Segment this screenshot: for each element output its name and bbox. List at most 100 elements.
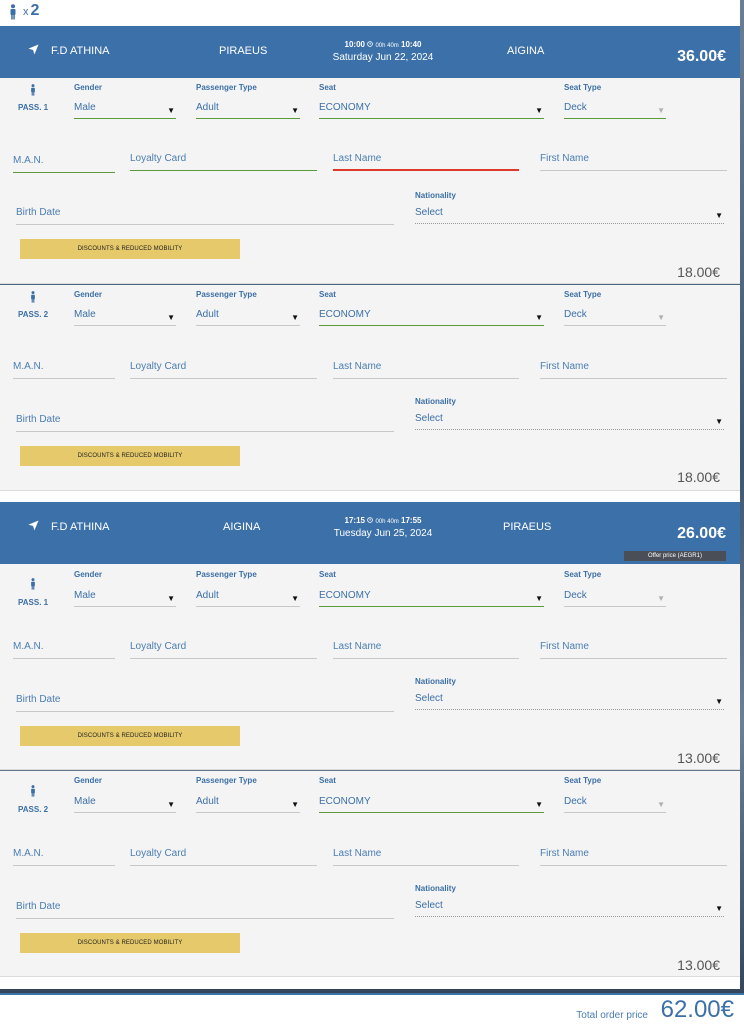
passenger-summary-bar: x 2: [0, 0, 740, 26]
caret-down-icon: ▼: [167, 800, 175, 809]
seat-label: Seat: [319, 570, 336, 579]
gender-value: Male: [74, 102, 96, 113]
nationality-value: Select: [415, 693, 443, 704]
caret-down-icon: ▼: [291, 106, 299, 115]
seat-type-select[interactable]: Deck ▼: [564, 587, 666, 607]
nationality-select[interactable]: Select ▼: [415, 204, 724, 224]
birth-date-placeholder: Birth Date: [16, 694, 61, 705]
seat-type-label: Seat Type: [564, 776, 602, 785]
discounts-button[interactable]: DISCOUNTS & REDUCED MOBILITY: [20, 239, 240, 259]
passenger-price: 18.00€: [677, 469, 720, 485]
caret-down-icon: ▼: [535, 106, 543, 115]
departure-time: 17:15: [344, 516, 365, 525]
caret-down-icon: ▼: [167, 313, 175, 322]
discounts-button[interactable]: DISCOUNTS & REDUCED MOBILITY: [20, 446, 240, 466]
passenger-type-select[interactable]: Adult ▼: [196, 99, 300, 119]
seat-type-select[interactable]: Deck ▼: [564, 99, 666, 119]
man-placeholder: M.A.N.: [13, 641, 44, 652]
passenger-label: PASS. 2: [18, 310, 49, 319]
trip-price: 26.00€: [677, 525, 726, 542]
caret-down-icon: ▼: [715, 904, 723, 913]
trip-times: 17:15 00h 40m 17:55: [320, 516, 446, 525]
discounts-button[interactable]: DISCOUNTS & REDUCED MOBILITY: [20, 726, 240, 746]
first-name-input[interactable]: First Name: [540, 639, 727, 659]
person-icon: [10, 4, 16, 20]
caret-down-icon: ▼: [535, 594, 543, 603]
nationality-select[interactable]: Select ▼: [415, 410, 724, 430]
last-name-input[interactable]: Last Name: [333, 639, 519, 659]
caret-down-icon: ▼: [291, 594, 299, 603]
passenger-type-label: Passenger Type: [196, 290, 257, 299]
trip-separator: [0, 977, 740, 989]
loyalty-card-placeholder: Loyalty Card: [130, 641, 187, 652]
seat-label: Seat: [319, 290, 336, 299]
first-name-input[interactable]: First Name: [540, 359, 727, 379]
gender-select[interactable]: Male ▼: [74, 793, 176, 813]
gender-select[interactable]: Male ▼: [74, 587, 176, 607]
loyalty-card-placeholder: Loyalty Card: [130, 153, 187, 164]
first-name-input[interactable]: First Name: [540, 846, 727, 866]
gender-label: Gender: [74, 83, 103, 92]
birth-date-input[interactable]: Birth Date: [16, 412, 394, 432]
trip-times: 10:00 00h 40m 10:40: [320, 40, 446, 49]
seat-value: ECONOMY: [319, 590, 371, 601]
person-icon: [31, 84, 35, 96]
birth-date-input[interactable]: Birth Date: [16, 205, 394, 225]
man-input[interactable]: M.A.N.: [13, 846, 115, 866]
seat-select[interactable]: ECONOMY ▼: [319, 306, 544, 326]
caret-down-icon: ▼: [715, 211, 723, 220]
gender-select[interactable]: Male ▼: [74, 306, 176, 326]
loyalty-card-placeholder: Loyalty Card: [130, 361, 187, 372]
birth-date-input[interactable]: Birth Date: [16, 692, 394, 712]
passenger-type-select[interactable]: Adult ▼: [196, 306, 300, 326]
nationality-label: Nationality: [415, 397, 456, 406]
seat-select[interactable]: ECONOMY ▼: [319, 99, 544, 119]
caret-down-icon: ▼: [715, 417, 723, 426]
nationality-value: Select: [415, 207, 443, 218]
last-name-input[interactable]: Last Name: [333, 359, 519, 379]
caret-down-icon: ▼: [167, 106, 175, 115]
caret-down-icon: ▼: [535, 313, 543, 322]
caret-down-icon: ▼: [291, 313, 299, 322]
nationality-label: Nationality: [415, 677, 456, 686]
discounts-button[interactable]: DISCOUNTS & REDUCED MOBILITY: [20, 933, 240, 953]
first-name-input[interactable]: First Name: [540, 151, 727, 171]
loyalty-card-input[interactable]: Loyalty Card: [130, 639, 317, 659]
loyalty-card-input[interactable]: Loyalty Card: [130, 359, 317, 379]
man-input[interactable]: M.A.N.: [13, 359, 115, 379]
birth-date-input[interactable]: Birth Date: [16, 899, 394, 919]
last-name-input[interactable]: Last Name: [333, 846, 519, 866]
arrival-port: PIRAEUS: [503, 521, 552, 533]
last-name-placeholder: Last Name: [333, 641, 382, 652]
passenger-type-select[interactable]: Adult ▼: [196, 793, 300, 813]
passenger-price: 18.00€: [677, 264, 720, 280]
man-placeholder: M.A.N.: [13, 155, 44, 166]
trip-separator: [0, 491, 740, 502]
nationality-select[interactable]: Select ▼: [415, 897, 724, 917]
last-name-input[interactable]: Last Name: [333, 151, 519, 171]
person-icon: [31, 291, 35, 303]
passenger-type-select[interactable]: Adult ▼: [196, 587, 300, 607]
caret-down-icon: ▼: [715, 697, 723, 706]
nationality-label: Nationality: [415, 191, 456, 200]
gender-select[interactable]: Male ▼: [74, 99, 176, 119]
caret-down-icon: ▼: [167, 594, 175, 603]
gender-label: Gender: [74, 570, 103, 579]
passenger-count-value: 2: [30, 2, 40, 19]
passenger-form: PASS. 1 Gender Male ▼ Passenger Type Adu…: [0, 78, 740, 284]
nationality-select[interactable]: Select ▼: [415, 690, 724, 710]
man-input[interactable]: M.A.N.: [13, 639, 115, 659]
seat-select[interactable]: ECONOMY ▼: [319, 793, 544, 813]
last-name-placeholder: Last Name: [333, 361, 382, 372]
seat-type-select[interactable]: Deck ▼: [564, 306, 666, 326]
seat-select[interactable]: ECONOMY ▼: [319, 587, 544, 607]
loyalty-card-input[interactable]: Loyalty Card: [130, 151, 317, 171]
gender-label: Gender: [74, 290, 103, 299]
loyalty-card-input[interactable]: Loyalty Card: [130, 846, 317, 866]
navigation-arrow-icon: [28, 44, 39, 55]
seat-type-label: Seat Type: [564, 290, 602, 299]
seat-type-select[interactable]: Deck ▼: [564, 793, 666, 813]
trip-date: Saturday Jun 22, 2024: [332, 52, 434, 63]
man-input[interactable]: M.A.N.: [13, 153, 115, 173]
